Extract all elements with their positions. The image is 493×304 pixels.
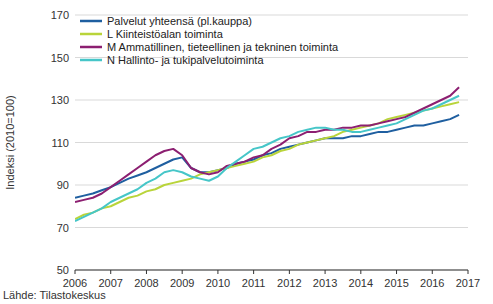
- x-tick: [468, 270, 469, 274]
- y-axis-label: Indeksi (2010=100): [4, 95, 16, 189]
- y-tick-label: 90: [57, 179, 69, 191]
- source: Lähde: Tilastokeskus: [3, 289, 106, 301]
- grid-line: [75, 100, 468, 101]
- x-tick-label: 2016: [420, 277, 444, 289]
- x-tick-label: 2015: [384, 277, 408, 289]
- grid-line: [75, 185, 468, 186]
- x-tick-label: 2011: [242, 277, 266, 289]
- x-tick: [182, 270, 183, 274]
- y-tick-label: 50: [57, 264, 69, 276]
- x-tick-label: 2013: [313, 277, 337, 289]
- legend-label: M Ammatillinen, tieteellinen ja tekninen…: [107, 41, 339, 53]
- grid-line: [75, 227, 468, 228]
- x-tick-label: 2008: [134, 277, 158, 289]
- x-tick-label: 2017: [456, 277, 480, 289]
- x-tick-label: 2010: [206, 277, 230, 289]
- x-tick-label: 2012: [277, 277, 301, 289]
- x-tick: [253, 270, 254, 274]
- legend-swatch: [80, 59, 102, 62]
- y-tick-label: 110: [51, 137, 69, 149]
- legend-label: L Kiinteistöalan toiminta: [107, 28, 224, 40]
- x-tick: [75, 270, 76, 274]
- chart: 50 70 90 110 130 150 170 2006 2007 2008 2009 2010 20…: [0, 0, 493, 304]
- legend-label: Palvelut yhteensä (pl.kauppa): [107, 15, 252, 27]
- x-tick-label: 2014: [349, 277, 373, 289]
- x-axis-line: [75, 270, 468, 271]
- plot-lines: [75, 87, 459, 221]
- x-tick-label: 2007: [98, 277, 122, 289]
- y-tick-label: 130: [51, 94, 69, 106]
- y-tick-label: 150: [51, 52, 69, 64]
- grid-line: [75, 270, 468, 271]
- x-tick: [217, 270, 218, 274]
- x-tick: [289, 270, 290, 274]
- y-tick-label: 70: [57, 222, 69, 234]
- x-tick: [325, 270, 326, 274]
- x-tick: [110, 270, 111, 274]
- x-tick-label: 2006: [63, 277, 87, 289]
- y-tick-label: 170: [51, 9, 69, 21]
- x-tick: [360, 270, 361, 274]
- legend-label: N Hallinto- ja tukipalvelutoiminta: [107, 54, 264, 66]
- legend-swatch: [80, 20, 102, 23]
- x-tick: [146, 270, 147, 274]
- x-tick: [396, 270, 397, 274]
- x-tick: [432, 270, 433, 274]
- legend-swatch: [80, 33, 102, 36]
- x-tick-label: 2009: [170, 277, 194, 289]
- series-line: [75, 96, 459, 221]
- legend-swatch: [80, 46, 102, 49]
- series-line: [75, 102, 459, 219]
